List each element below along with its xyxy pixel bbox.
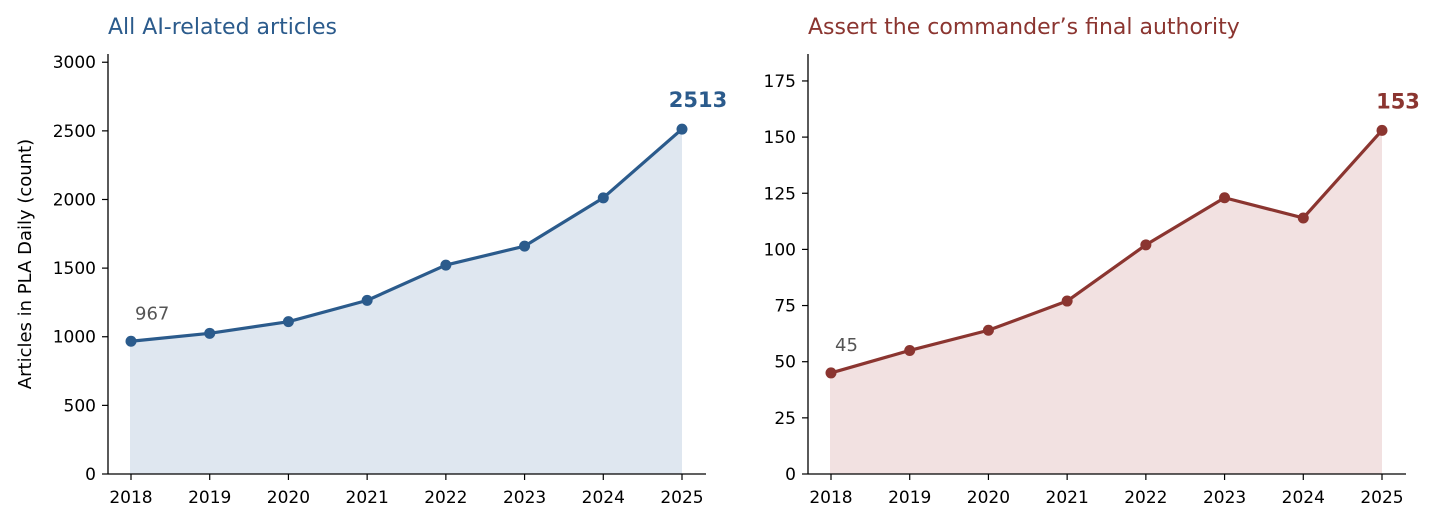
data-point	[982, 324, 994, 336]
data-point	[676, 123, 688, 135]
x-tick-label: 2022	[1124, 488, 1167, 508]
x-tick-label: 2019	[188, 488, 231, 508]
data-point	[125, 335, 137, 347]
start-value-label: 967	[135, 303, 169, 324]
plot-area-ai-articles: 0 500 1000 1500 2000 2500 3000 2018 2019 2020 2021…	[53, 53, 727, 508]
data-point	[1061, 295, 1073, 307]
y-tick-label: 0	[785, 465, 796, 485]
y-tick-label: 2000	[53, 190, 96, 210]
y-tick-label: 125	[764, 184, 796, 204]
x-tick-label: 2019	[888, 488, 931, 508]
y-tick-label: 75	[774, 297, 796, 317]
y-tick-label: 1500	[53, 259, 96, 279]
x-tick-label: 2022	[424, 488, 467, 508]
x-tick-label: 2024	[582, 488, 625, 508]
data-point	[519, 240, 531, 252]
series-line	[830, 129, 1384, 375]
x-tick-label: 2018	[809, 488, 852, 508]
area-fill	[131, 129, 682, 474]
y-tick-label: 150	[764, 128, 796, 148]
x-tick-label: 2020	[267, 488, 310, 508]
data-point	[904, 344, 916, 356]
data-point	[597, 192, 609, 204]
y-tick-label: 0	[85, 465, 96, 485]
data-point	[361, 294, 373, 306]
data-point	[825, 367, 837, 379]
data-point	[1140, 239, 1152, 251]
area-fill	[831, 130, 1382, 474]
data-point	[1376, 124, 1388, 136]
x-tick-label: 2021	[1046, 488, 1089, 508]
y-tick-label: 3000	[53, 53, 96, 73]
y-tick-label: 100	[764, 240, 796, 260]
y-axis-label: Articles in PLA Daily (count)	[15, 139, 36, 389]
y-tick-label: 50	[774, 353, 796, 373]
x-tick-label: 2018	[109, 488, 152, 508]
panel-title: All AI-related articles	[108, 15, 337, 40]
x-tick-label: 2025	[1360, 488, 1403, 508]
x-tick-label: 2024	[1282, 488, 1325, 508]
y-tick-label: 175	[764, 72, 796, 92]
panel-title: Assert the commander’s final authority	[808, 15, 1240, 40]
data-point	[1297, 212, 1309, 224]
panel-ai-articles: All AI-related articles Articles in PLA …	[15, 15, 727, 508]
data-point	[440, 259, 452, 271]
panel-commander-authority: Assert the commander’s final authority 0…	[764, 15, 1420, 508]
x-tick-label: 2025	[660, 488, 703, 508]
y-tick-label: 2500	[53, 122, 96, 142]
y-tick-label: 500	[64, 396, 96, 416]
start-value-label: 45	[835, 335, 858, 356]
x-tick-label: 2020	[967, 488, 1010, 508]
plot-area-commander-authority: 0 25 50 75 100 125 150 175 2018 2019 2020 2021 2022 2…	[764, 54, 1420, 508]
data-point	[282, 316, 294, 328]
y-tick-label: 1000	[53, 328, 96, 348]
x-tick-label: 2021	[346, 488, 389, 508]
data-point	[1219, 192, 1231, 204]
series-line	[130, 127, 684, 343]
x-tick-label: 2023	[1203, 488, 1246, 508]
data-point	[204, 327, 216, 339]
end-value-label: 2513	[669, 88, 727, 112]
end-value-label: 153	[1376, 89, 1420, 113]
y-tick-label: 25	[774, 409, 796, 429]
x-tick-label: 2023	[503, 488, 546, 508]
